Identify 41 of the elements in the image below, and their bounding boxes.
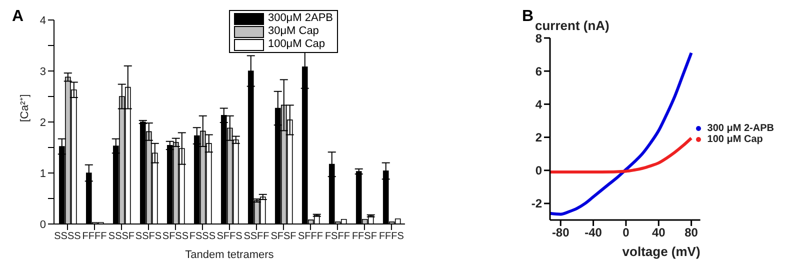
x-tick-label: SSSS: [54, 231, 82, 242]
y-tick-label: 1: [40, 168, 46, 180]
x-tick-label: SFSS: [162, 231, 189, 242]
chart-title: A: [12, 8, 24, 26]
x-tick-label: 0: [622, 226, 630, 240]
x-tick-label: FFSF: [352, 231, 377, 242]
x-tick-label: FFFS: [378, 231, 404, 242]
y-tick-label: 6: [535, 64, 542, 78]
x-tick-label: SSSF: [108, 231, 135, 242]
y-axis-title: current (nA): [535, 18, 610, 34]
line-series: [550, 51, 693, 216]
x-tick-label: 40: [652, 226, 666, 240]
y-tick-label: 4: [40, 14, 46, 27]
y-tick-label: 4: [535, 97, 542, 112]
x-tick-label: 80: [684, 226, 698, 240]
legend-label: 100 μM Cap: [706, 134, 764, 145]
x-tick-label: FSSS: [189, 231, 216, 242]
x-tick-label: SFFF: [298, 231, 323, 242]
x-tick-label: SSFS: [135, 231, 162, 242]
line-series: [550, 136, 693, 174]
chart-title: B: [522, 8, 534, 26]
x-tick-label: -40: [584, 226, 602, 240]
y-tick-label: 3: [40, 66, 46, 78]
y-tick-label: 2: [40, 116, 46, 129]
x-tick-label: SSFF: [244, 231, 270, 242]
legend-label: 100μM Cap: [266, 38, 326, 51]
y-axis-title: [Ca²⁺]: [18, 94, 31, 122]
y-tick-label: -2: [531, 196, 542, 211]
y-tick-label: 0: [535, 164, 542, 178]
legend-label: 300μM 2APB: [266, 12, 333, 25]
legend-label: 300 μM 2-APB: [706, 123, 774, 134]
x-tick-label: FSFF: [324, 231, 350, 242]
x-axis-title: Tandem tetramers: [185, 249, 274, 261]
legend-label: 30μM Cap: [266, 25, 320, 38]
x-tick-label: -80: [552, 226, 570, 240]
y-tick-label: 2: [535, 130, 542, 145]
x-tick-label: FFFF: [82, 231, 107, 242]
x-tick-label: SFSF: [270, 231, 296, 242]
x-axis-title: voltage (mV): [622, 244, 700, 259]
x-tick-label: SFFS: [216, 231, 243, 242]
y-tick-label: 8: [535, 31, 542, 46]
